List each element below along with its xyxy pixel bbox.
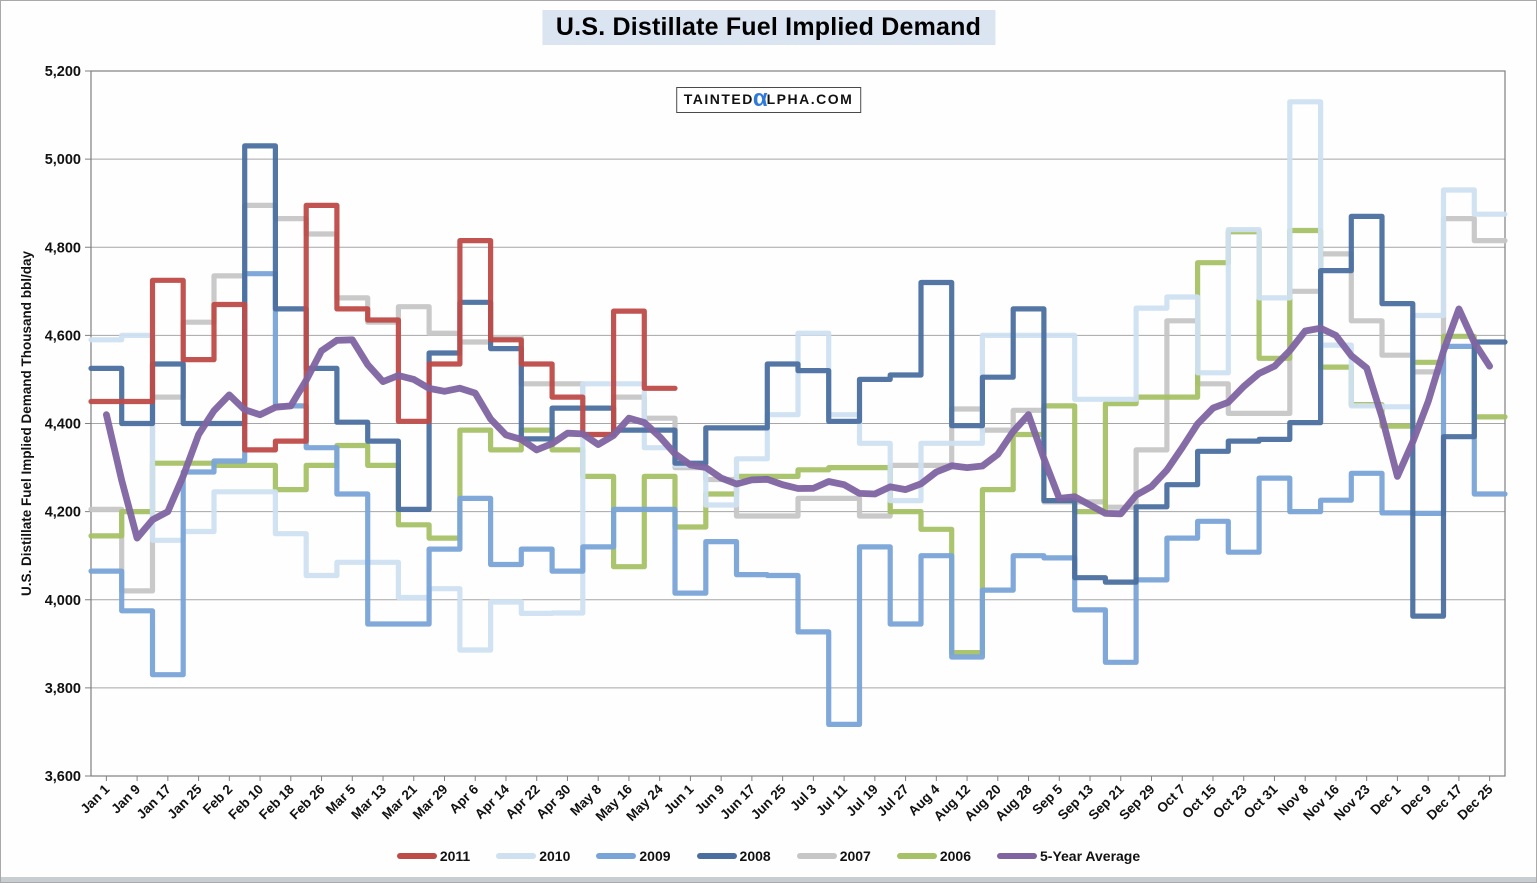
series-line-2010 xyxy=(88,99,1508,653)
watermark-box: TAINTED α LPHA.COM xyxy=(675,85,862,113)
series-line-5-year-average xyxy=(103,305,1493,542)
legend-item-2010: 2010 xyxy=(496,848,570,864)
svg-text:Jan 25: Jan 25 xyxy=(164,781,205,822)
legend-swatch-2006 xyxy=(896,853,937,859)
svg-text:Dec 25: Dec 25 xyxy=(1454,781,1496,823)
legend-swatch-2010 xyxy=(496,853,537,859)
legend-item-2007: 2007 xyxy=(796,848,871,864)
legend-swatch-5-year-average xyxy=(997,853,1037,859)
legend-item-2008: 2008 xyxy=(696,848,771,864)
svg-text:4,400: 4,400 xyxy=(45,417,81,433)
legend-item-2011: 2011 xyxy=(396,848,471,864)
svg-text:5,200: 5,200 xyxy=(45,64,81,80)
svg-text:Feb 26: Feb 26 xyxy=(287,781,328,822)
watermark-text-right: LPHA.COM xyxy=(766,91,854,107)
series-line-2011 xyxy=(88,202,678,453)
legend-label: 2008 xyxy=(739,848,771,864)
chart-legend: 2011 2010 2009 2008 2007 2006 5-Year Average xyxy=(1,848,1536,864)
svg-text:U.S. Distillate Fuel Implied D: U.S. Distillate Fuel Implied Demand Thou… xyxy=(19,250,34,596)
series-line-2009 xyxy=(88,271,1508,727)
watermark-text-left: TAINTED xyxy=(683,91,754,107)
svg-text:Jul 19: Jul 19 xyxy=(843,782,881,820)
svg-text:3,600: 3,600 xyxy=(45,769,81,785)
series-line-2007 xyxy=(88,202,1508,594)
series-line-2008 xyxy=(88,143,1508,619)
legend-label: 2006 xyxy=(939,848,971,864)
legend-swatch-2007 xyxy=(796,853,837,859)
svg-text:Jul 27: Jul 27 xyxy=(874,782,912,820)
legend-item-2009: 2009 xyxy=(596,848,671,864)
legend-swatch-2008 xyxy=(696,853,737,859)
svg-text:Jul 11: Jul 11 xyxy=(813,781,850,818)
svg-text:Jun 1: Jun 1 xyxy=(661,781,697,817)
svg-text:4,200: 4,200 xyxy=(45,505,81,521)
svg-text:Jan 1: Jan 1 xyxy=(77,781,112,816)
legend-item-5-year-average: 5-Year Average xyxy=(997,848,1140,864)
svg-text:Mar 29: Mar 29 xyxy=(410,782,451,823)
watermark-alpha-glyph: α xyxy=(752,85,768,112)
svg-text:Oct 31: Oct 31 xyxy=(1241,781,1281,821)
legend-label: 2007 xyxy=(839,848,871,864)
legend-swatch-2011 xyxy=(396,853,437,859)
bottom-edge-strip xyxy=(1,877,1536,882)
legend-label: 2009 xyxy=(639,848,671,864)
svg-text:4,800: 4,800 xyxy=(45,240,81,256)
legend-swatch-2009 xyxy=(596,853,637,859)
svg-text:3,800: 3,800 xyxy=(45,681,81,697)
legend-label: 5-Year Average xyxy=(1040,848,1141,864)
svg-text:Jun 25: Jun 25 xyxy=(748,781,789,822)
svg-text:5,000: 5,000 xyxy=(45,152,81,168)
legend-item-2006: 2006 xyxy=(896,848,971,864)
svg-text:Dec 1: Dec 1 xyxy=(1367,781,1403,817)
svg-text:4,000: 4,000 xyxy=(45,593,81,609)
svg-text:4,600: 4,600 xyxy=(45,328,81,344)
legend-label: 2011 xyxy=(439,848,471,864)
legend-label: 2010 xyxy=(539,848,571,864)
svg-text:Apr 30: Apr 30 xyxy=(533,782,573,822)
chart-title: U.S. Distillate Fuel Implied Demand xyxy=(541,10,996,45)
